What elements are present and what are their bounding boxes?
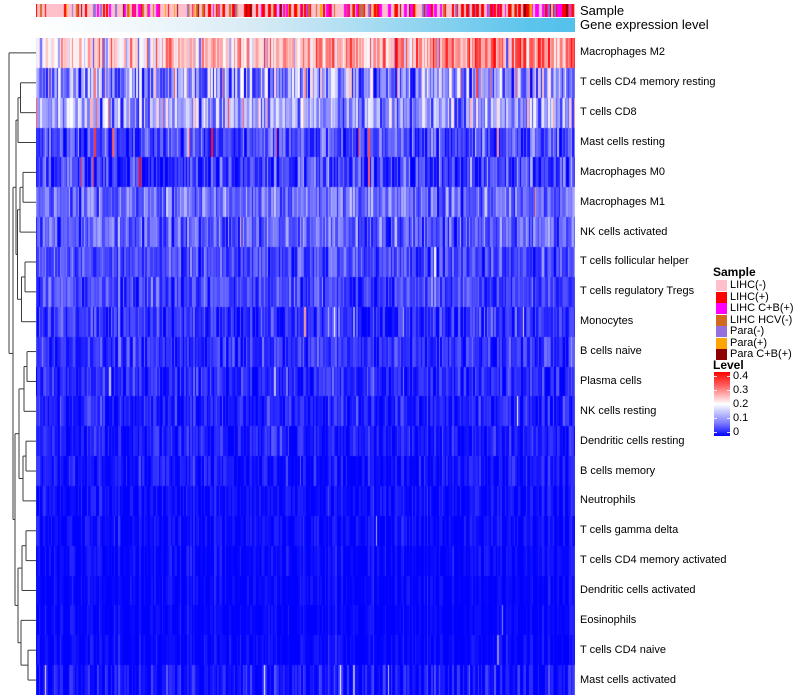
- colorbar-tick-mark: [714, 404, 717, 405]
- colorbar-tick-mark: [727, 404, 730, 405]
- legend-item: LIHC(-): [716, 280, 794, 292]
- colorbar-tick-mark: [714, 390, 717, 391]
- row-label: Neutrophils: [580, 494, 636, 507]
- colorbar-tick-mark: [727, 432, 730, 433]
- sample-annotation-bar: [36, 4, 575, 17]
- colorbar-tick-mark: [714, 376, 717, 377]
- row-label: Macrophages M0: [580, 165, 665, 178]
- legend-item: Para C+B(+): [716, 349, 794, 361]
- row-label: T cells CD4 naive: [580, 643, 666, 656]
- legend-swatch: [716, 303, 727, 315]
- row-label: B cells memory: [580, 464, 656, 477]
- legend-swatch: [716, 280, 727, 292]
- legend-swatch: [716, 291, 727, 303]
- legend-item: LIHC C+B(+): [716, 303, 794, 315]
- level-tick-label: 0.4: [733, 370, 749, 382]
- legend-item-label: Para(+): [730, 336, 767, 349]
- legend-swatch: [716, 314, 727, 326]
- row-label: Mast cells activated: [580, 673, 676, 686]
- row-label: T cells regulatory Tregs: [580, 285, 695, 298]
- legend-item-label: LIHC HCV(-): [730, 313, 793, 326]
- level-tick-label: 0.1: [733, 412, 749, 424]
- legend-sample-title: Sample: [713, 265, 756, 279]
- colorbar-tick-mark: [727, 418, 730, 419]
- heatmap-canvas: [36, 38, 575, 695]
- row-label: B cells naive: [580, 345, 642, 358]
- colorbar-tick-mark: [714, 432, 717, 433]
- legend-swatch: [716, 349, 727, 361]
- level-tick-label: 0: [733, 426, 740, 438]
- legend-item-label: Para(-): [730, 325, 765, 338]
- sample-legend: LIHC(-) LIHC(+) LIHC C+B(+) LIHC HCV(-) Para…: [716, 280, 794, 361]
- row-label: T cells CD8: [580, 106, 637, 119]
- legend-swatch: [716, 326, 727, 338]
- colorbar-tick-mark: [727, 376, 730, 377]
- gene-expression-annotation-bar: [36, 18, 575, 32]
- legend-item: Para(-): [716, 326, 794, 338]
- level-colorbar: [714, 372, 730, 436]
- colorbar-tick-mark: [714, 418, 717, 419]
- legend-item: LIHC(+): [716, 290, 794, 304]
- row-label: Mast cells resting: [580, 136, 665, 149]
- row-label: Monocytes: [580, 315, 634, 328]
- level-tick-label: 0.2: [733, 398, 749, 410]
- legend-item-label: LIHC C+B(+): [730, 302, 794, 315]
- row-label: Macrophages M2: [580, 46, 665, 59]
- row-label: T cells CD4 memory activated: [580, 554, 727, 567]
- row-label: Plasma cells: [580, 374, 642, 387]
- row-label: T cells follicular helper: [580, 255, 689, 268]
- legend-item: Para(+): [716, 336, 794, 350]
- legend-level-title: Level: [713, 358, 744, 372]
- legend-item: LIHC HCV(-): [716, 313, 794, 327]
- gene-bar-label: Gene expression level: [580, 17, 709, 32]
- legend-item-label: LIHC(+): [730, 290, 769, 303]
- row-label: T cells gamma delta: [580, 524, 679, 537]
- legend-item-label: LIHC(-): [730, 279, 767, 292]
- row-dendrogram: [8, 52, 36, 681]
- row-label: Eosinophils: [580, 613, 637, 626]
- level-tick-label: 0.3: [733, 384, 749, 396]
- row-label: Dendritic cells resting: [580, 434, 685, 447]
- row-label: Macrophages M1: [580, 195, 665, 208]
- sample-bar-label: Sample: [580, 3, 625, 18]
- legend-swatch: [716, 337, 727, 349]
- row-label: NK cells activated: [580, 225, 668, 238]
- row-label: NK cells resting: [580, 404, 657, 417]
- row-label: T cells CD4 memory resting: [580, 76, 716, 89]
- row-label: Dendritic cells activated: [580, 583, 696, 596]
- colorbar-tick-mark: [727, 390, 730, 391]
- legend-item-label: Para C+B(+): [730, 348, 792, 361]
